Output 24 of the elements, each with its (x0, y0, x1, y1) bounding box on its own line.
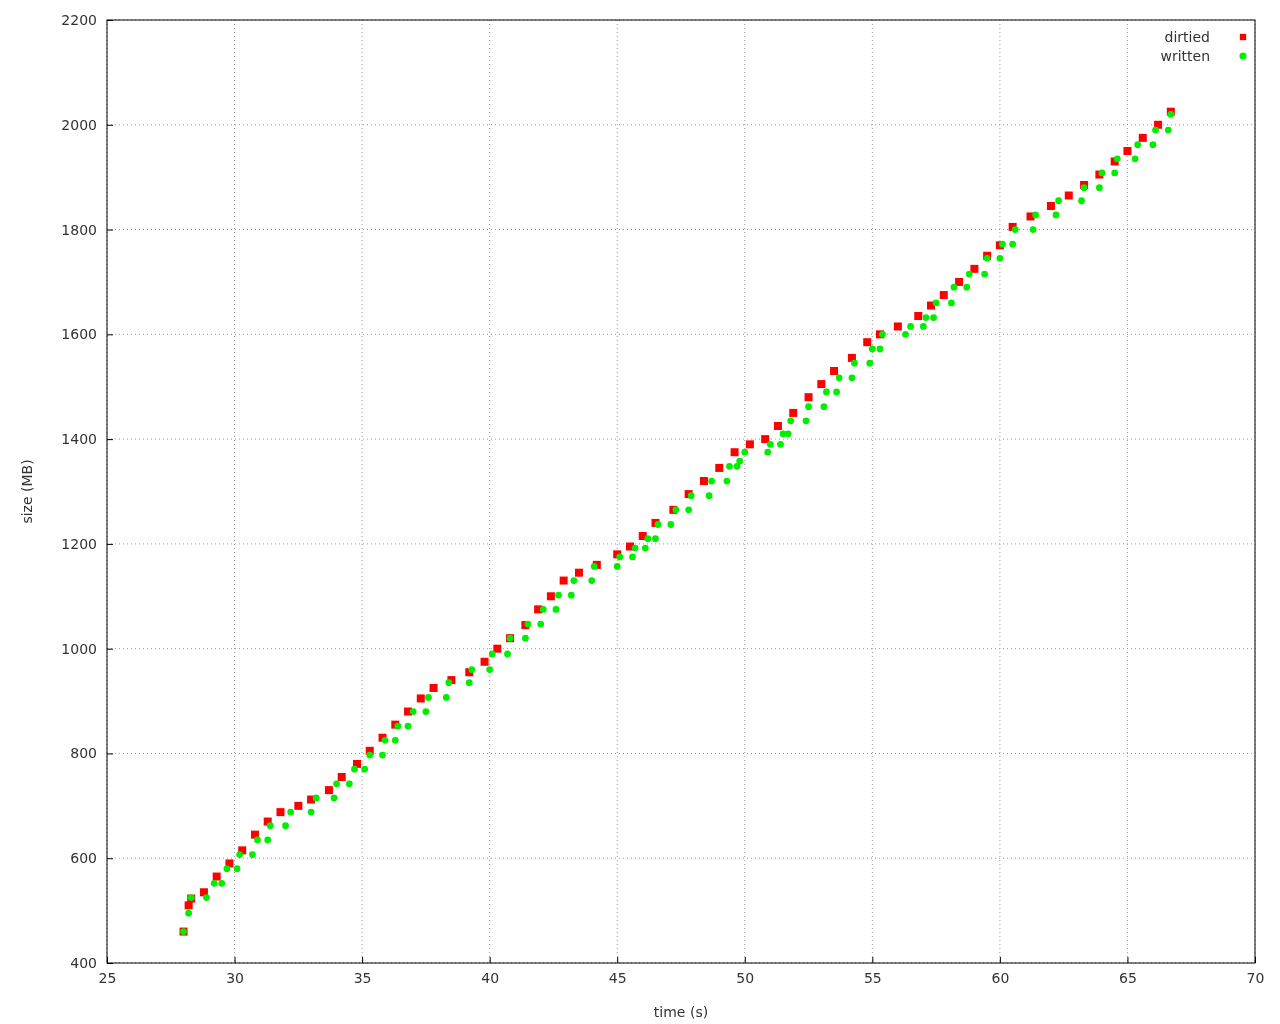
y-tick-label: 1000 (61, 640, 97, 657)
y-tick-label: 600 (70, 850, 97, 867)
x-tick-label: 30 (226, 969, 244, 986)
y-tick-label: 1400 (61, 431, 97, 448)
legend-label: written (1160, 48, 1210, 64)
y-tick-label: 1800 (61, 221, 97, 238)
x-axis-title: time (s) (653, 1004, 709, 1020)
x-tick-label: 60 (991, 969, 1010, 986)
x-tick-label: 70 (1246, 969, 1265, 986)
x-tick-label: 45 (608, 969, 627, 986)
y-tick-label: 400 (70, 954, 97, 971)
y-tick-label: 2200 (61, 11, 97, 28)
x-tick-label: 55 (863, 969, 882, 986)
y-axis-title: size (MB) (19, 459, 35, 524)
x-tick-label: 35 (353, 969, 372, 986)
y-tick-label: 1600 (61, 326, 97, 343)
y-tick-label: 800 (70, 745, 97, 762)
x-tick-label: 65 (1119, 969, 1137, 986)
y-tick-label: 2000 (61, 116, 97, 133)
legend-label: dirtied (1164, 29, 1210, 45)
x-tick-label: 50 (736, 969, 755, 986)
x-tick-label: 25 (98, 969, 117, 986)
x-tick-label: 40 (481, 969, 500, 986)
y-tick-label: 1200 (61, 535, 97, 552)
